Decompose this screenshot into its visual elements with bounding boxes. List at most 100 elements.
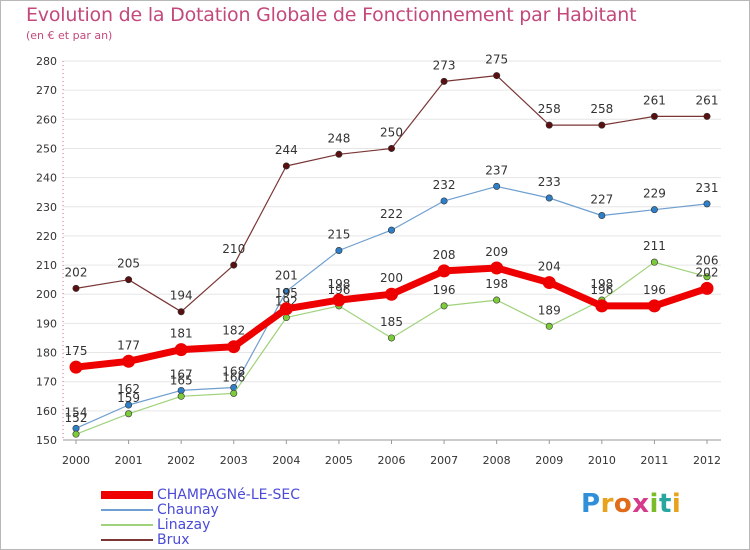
y-tick-label: 150 (36, 434, 57, 447)
logo-letter: P (581, 489, 601, 519)
data-point (595, 299, 609, 313)
data-point (177, 392, 185, 400)
data-point (440, 302, 448, 310)
data-point (177, 308, 185, 316)
data-label: 159 (117, 391, 140, 405)
data-label: 227 (590, 193, 613, 207)
data-label: 201 (275, 268, 298, 282)
y-tick-label: 180 (36, 347, 57, 360)
y-tick-label: 200 (36, 288, 57, 301)
y-tick-label: 270 (36, 84, 57, 97)
data-label: 209 (485, 245, 508, 259)
logo-letter: i (671, 489, 682, 519)
legend-swatch (101, 491, 153, 499)
data-point (440, 197, 448, 205)
data-label: 152 (65, 411, 88, 425)
legend-swatch (101, 539, 153, 541)
data-point (335, 150, 343, 158)
legend-item: Chaunay (101, 502, 401, 518)
data-label: 196 (643, 283, 666, 297)
data-label: 222 (380, 207, 403, 221)
data-label: 162 (117, 382, 140, 396)
x-tick-label: 2008 (483, 454, 511, 467)
data-point (493, 296, 501, 304)
data-label: 200 (380, 271, 403, 285)
data-label: 211 (643, 239, 666, 253)
data-label: 237 (485, 163, 508, 177)
data-point (335, 247, 343, 255)
data-label: 175 (65, 344, 88, 358)
data-label: 189 (538, 303, 561, 317)
logo-letter: i (649, 489, 659, 519)
data-point (125, 401, 133, 409)
x-tick-label: 2002 (167, 454, 195, 467)
data-point (230, 389, 238, 397)
y-tick-label: 250 (36, 142, 57, 155)
data-point (332, 293, 346, 307)
data-label: 166 (222, 370, 245, 384)
data-point (545, 121, 553, 129)
y-tick-label: 160 (36, 405, 57, 418)
data-label: 202 (696, 265, 719, 279)
data-point (72, 430, 80, 438)
data-point (650, 258, 658, 266)
legend-item: Linazay (101, 517, 401, 533)
x-tick-label: 2006 (378, 454, 406, 467)
data-point (72, 284, 80, 292)
data-label: 198 (327, 277, 350, 291)
data-label: 198 (485, 277, 508, 291)
data-label: 167 (170, 367, 193, 381)
data-label: 210 (222, 242, 245, 256)
y-tick-label: 170 (36, 376, 57, 389)
chart-title: Evolution de la Dotation Globale de Fonc… (26, 4, 637, 26)
y-tick-label: 240 (36, 172, 57, 185)
legend-label: Linazay (157, 517, 211, 533)
legend-swatch (101, 509, 153, 511)
data-point (387, 334, 395, 342)
data-point (122, 354, 136, 368)
data-point (700, 281, 714, 295)
data-label: 185 (380, 315, 403, 329)
data-point (440, 77, 448, 85)
data-point (650, 112, 658, 120)
data-point (545, 194, 553, 202)
data-point (174, 343, 188, 357)
data-point (72, 424, 80, 432)
x-tick-label: 2003 (220, 454, 248, 467)
x-tick-label: 2010 (588, 454, 616, 467)
data-point (703, 112, 711, 120)
data-label: 261 (643, 93, 666, 107)
data-point (542, 276, 556, 290)
data-label: 250 (380, 125, 403, 139)
data-point (230, 261, 238, 269)
chart-subtitle: (en € et par an) (26, 29, 113, 42)
data-point (227, 340, 241, 354)
x-tick-label: 2011 (640, 454, 668, 467)
y-tick-label: 230 (36, 201, 57, 214)
legend-label: Brux (157, 532, 190, 548)
legend-swatch (101, 524, 153, 526)
data-label: 196 (433, 283, 456, 297)
data-label: 195 (275, 286, 298, 300)
data-point (493, 72, 501, 80)
data-label: 194 (170, 289, 193, 303)
data-point (125, 276, 133, 284)
data-label: 232 (433, 178, 456, 192)
data-point (282, 314, 290, 322)
data-point (647, 299, 661, 313)
y-tick-label: 190 (36, 317, 57, 330)
legend-item: Brux (101, 532, 401, 548)
data-label: 202 (65, 265, 88, 279)
data-point (125, 410, 133, 418)
data-label: 181 (170, 327, 193, 341)
data-point (598, 212, 606, 220)
logo-letter: o (613, 489, 633, 519)
data-label: 168 (222, 365, 245, 379)
data-label: 273 (433, 58, 456, 72)
logo-letter: r (600, 489, 614, 519)
data-point (490, 261, 504, 275)
data-label: 165 (170, 373, 193, 387)
x-tick-label: 2012 (693, 454, 721, 467)
